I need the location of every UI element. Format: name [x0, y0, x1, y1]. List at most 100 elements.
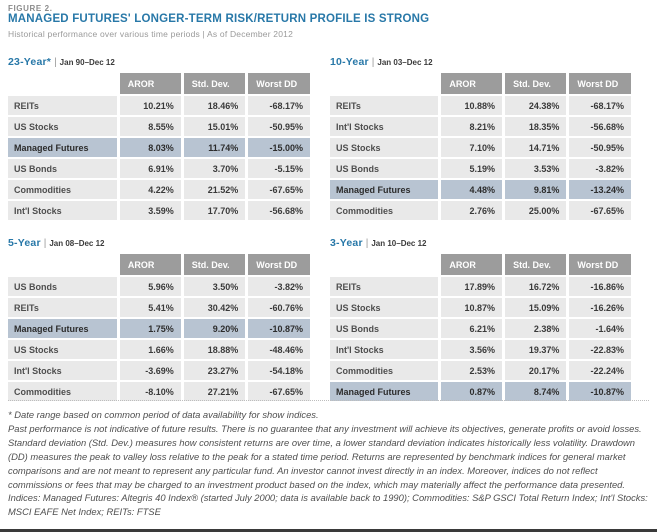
row-value: 1.66% — [119, 340, 181, 359]
row-value: 3.53% — [505, 159, 567, 178]
row-label: REITs — [330, 277, 439, 296]
row-value: -13.24% — [569, 180, 631, 199]
column-header: Worst DD — [569, 254, 631, 275]
row-value: -10.87% — [569, 382, 631, 401]
row-value: 10.87% — [441, 298, 503, 317]
row-value: 23.27% — [183, 361, 246, 380]
row-value: -16.26% — [569, 298, 631, 317]
row-label: Commodities — [330, 361, 439, 380]
table-row: Managed Futures 4.48% 9.81% -13.24% — [330, 180, 631, 199]
row-value: 18.35% — [505, 117, 567, 136]
row-value: -50.95% — [569, 138, 631, 157]
row-value: 7.10% — [441, 138, 503, 157]
column-header: AROR — [441, 73, 503, 94]
column-header: AROR — [119, 254, 181, 275]
header-row: AROR Std. Dev. Worst DD — [8, 73, 310, 94]
row-value: 15.01% — [183, 117, 246, 136]
table-row: Commodities -8.10% 27.21% -67.65% — [8, 382, 310, 401]
row-label: US Bonds — [330, 159, 439, 178]
column-header: Std. Dev. — [505, 254, 567, 275]
table-row: Managed Futures 8.03% 11.74% -15.00% — [8, 138, 310, 157]
row-label: US Bonds — [8, 277, 117, 296]
table-row: US Bonds 5.19% 3.53% -3.82% — [330, 159, 631, 178]
table-row: REITs 10.21% 18.46% -68.17% — [8, 96, 310, 115]
row-value: -10.87% — [248, 319, 310, 338]
row-value: 24.38% — [505, 96, 567, 115]
row-value: -16.86% — [569, 277, 631, 296]
row-value: -50.95% — [248, 117, 310, 136]
footnote-asterisk-note: * Date range based on common period of d… — [8, 409, 319, 420]
row-label: US Stocks — [330, 138, 439, 157]
row-value: -22.83% — [569, 340, 631, 359]
footnote: * Date range based on common period of d… — [8, 400, 649, 519]
corner-cell — [330, 73, 438, 94]
row-value: 3.56% — [441, 340, 503, 359]
table-range-label: Jan 10–Dec 12 — [371, 239, 427, 248]
table-row: REITs 17.89% 16.72% -16.86% — [330, 277, 631, 296]
row-label: REITs — [8, 96, 117, 115]
row-value: 14.71% — [505, 138, 567, 157]
row-value: -56.68% — [248, 201, 310, 220]
figure-number-label: FIGURE 2. — [8, 4, 53, 13]
row-value: 5.19% — [441, 159, 503, 178]
row-label: REITs — [8, 298, 117, 317]
row-value: 2.76% — [441, 201, 503, 220]
header-row: AROR Std. Dev. Worst DD — [330, 73, 631, 94]
row-value: 11.74% — [183, 138, 246, 157]
row-value: 6.91% — [119, 159, 181, 178]
row-label: US Stocks — [8, 117, 117, 136]
row-value: 2.38% — [505, 319, 567, 338]
row-value: -1.64% — [569, 319, 631, 338]
row-label: Managed Futures — [8, 138, 117, 157]
row-value: 8.03% — [119, 138, 181, 157]
row-value: -68.17% — [569, 96, 631, 115]
row-label: Int'l Stocks — [330, 340, 439, 359]
table-period-label: 23-Year* — [8, 56, 52, 68]
row-value: 1.75% — [119, 319, 181, 338]
table-range-label: Jan 08–Dec 12 — [49, 239, 105, 248]
table-row: US Stocks 7.10% 14.71% -50.95% — [330, 138, 631, 157]
column-header: AROR — [441, 254, 503, 275]
row-value: 3.50% — [183, 277, 246, 296]
row-value: 9.81% — [505, 180, 567, 199]
table-period-label: 3-Year — [330, 237, 363, 249]
performance-table-10-year: AROR Std. Dev. Worst DD REITs 10.88% 24.38% -6… — [327, 71, 634, 222]
table-period-label: 10-Year — [330, 56, 369, 68]
table-row: Int'l Stocks 8.21% 18.35% -56.68% — [330, 117, 631, 136]
row-label: Commodities — [8, 382, 117, 401]
table-row: US Bonds 6.21% 2.38% -1.64% — [330, 319, 631, 338]
figure-title: MANAGED FUTURES' LONGER-TERM RISK/RETURN… — [8, 13, 430, 25]
table-title: 10-Year | Jan 03–Dec 12 — [330, 56, 634, 68]
table-range-label: Jan 03–Dec 12 — [377, 58, 433, 67]
row-label: Managed Futures — [330, 382, 439, 401]
row-value: -68.17% — [248, 96, 310, 115]
row-value: 16.72% — [505, 277, 567, 296]
column-header: Worst DD — [248, 73, 310, 94]
row-label: Int'l Stocks — [8, 201, 117, 220]
column-header: Std. Dev. — [183, 254, 246, 275]
table-period-label: 5-Year — [8, 237, 41, 249]
table-row: Commodities 2.53% 20.17% -22.24% — [330, 361, 631, 380]
row-value: 5.96% — [119, 277, 181, 296]
header-row: AROR Std. Dev. Worst DD — [330, 254, 631, 275]
table-row: Managed Futures 0.87% 8.74% -10.87% — [330, 382, 631, 401]
row-value: 30.42% — [183, 298, 246, 317]
header-row: AROR Std. Dev. Worst DD — [8, 254, 310, 275]
title-separator: | — [54, 57, 57, 68]
table-block-23-year: 23-Year* | Jan 90–Dec 12 AROR Std. Dev. Wors… — [8, 56, 313, 222]
row-value: -48.46% — [248, 340, 310, 359]
row-value: 18.46% — [183, 96, 246, 115]
table-row: REITs 5.41% 30.42% -60.76% — [8, 298, 310, 317]
row-value: -3.82% — [569, 159, 631, 178]
table-title: 3-Year | Jan 10–Dec 12 — [330, 237, 634, 249]
bottom-divider — [0, 529, 657, 532]
performance-table-5-year: AROR Std. Dev. Worst DD US Bonds 5.96% 3.50% -… — [5, 252, 313, 403]
table-title: 5-Year | Jan 08–Dec 12 — [8, 237, 313, 249]
row-value: 15.09% — [505, 298, 567, 317]
row-value: -56.68% — [569, 117, 631, 136]
row-value: 19.37% — [505, 340, 567, 359]
row-value: 27.21% — [183, 382, 246, 401]
table-row: Commodities 2.76% 25.00% -67.65% — [330, 201, 631, 220]
row-value: 4.22% — [119, 180, 181, 199]
